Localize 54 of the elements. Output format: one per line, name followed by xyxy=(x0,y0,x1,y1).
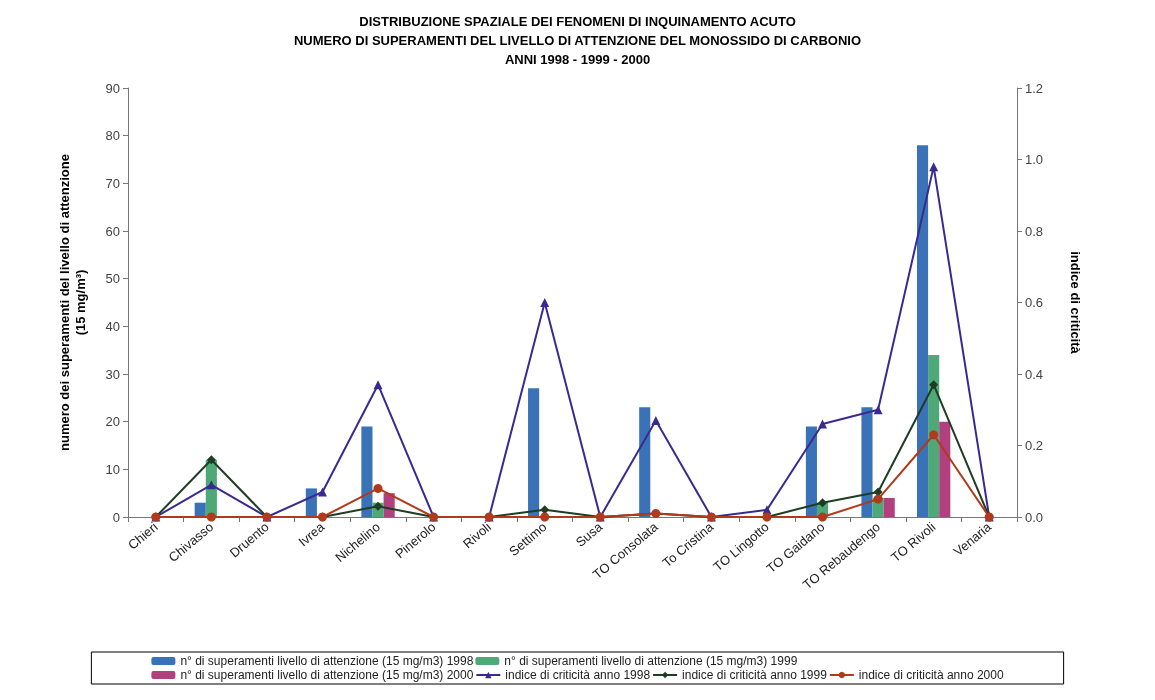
y-tick-label: 50 xyxy=(105,271,120,287)
y-tick-label: 60 xyxy=(105,223,120,239)
y2-tick-label: 0.4 xyxy=(1025,366,1044,382)
legend-label: n° di superamenti livello di attenzione (15 mg/m3) 1999 xyxy=(504,654,798,668)
y-axis-title: numero dei superamenti del livello di attenzione (15 mg/m³) xyxy=(56,154,88,451)
x-tick-label: Susa xyxy=(572,518,606,550)
y-tick-label: 20 xyxy=(105,414,120,430)
y-tick-label: 70 xyxy=(105,175,120,191)
point xyxy=(206,512,216,522)
legend-label: n° di superamenti livello di attenzione (15 mg/m3) 2000 xyxy=(180,668,474,682)
point xyxy=(818,498,828,508)
y-tick-label: 10 xyxy=(105,461,120,477)
y-tick-label: 90 xyxy=(105,80,120,96)
point xyxy=(818,419,828,429)
point xyxy=(929,162,939,172)
bar xyxy=(194,502,206,517)
bar xyxy=(361,426,373,517)
legend-label: indice di criticità anno 2000 xyxy=(858,668,1004,682)
bar xyxy=(916,145,929,517)
y2-tick-label: 1.0 xyxy=(1025,152,1044,167)
bar xyxy=(928,354,940,517)
bar xyxy=(639,407,651,517)
bar xyxy=(883,497,895,517)
bar xyxy=(939,421,951,517)
point xyxy=(540,512,550,522)
chart-title: DISTRIBUZIONE SPAZIALE DEI FENOMENI DI INQUINAMENTO ACUTO xyxy=(359,14,796,29)
y2-tick-label: 0.8 xyxy=(1025,223,1044,239)
point xyxy=(540,298,550,307)
y-tick-label: 0 xyxy=(112,509,120,525)
point xyxy=(873,405,883,415)
y-tick-label: 40 xyxy=(105,318,120,334)
x-tick-label: Ivrea xyxy=(295,518,328,550)
legend-label: n° di superamenti livello di attenzione (15 mg/m3) 1998 xyxy=(180,654,474,668)
point xyxy=(929,380,939,390)
y-tick-label: 80 xyxy=(105,128,120,144)
point xyxy=(818,512,828,522)
bar xyxy=(528,388,540,517)
point xyxy=(373,380,383,390)
y-tick-label: 30 xyxy=(105,366,120,382)
legend-label: indice di criticità anno 1998 xyxy=(505,668,651,682)
y2-tick-label: 0.2 xyxy=(1025,438,1044,453)
y2-tick-label: 0.6 xyxy=(1025,295,1044,310)
point xyxy=(651,415,661,425)
chart-subtitle: NUMERO DI SUPERAMENTI DEL LIVELLO DI ATTENZIONE DEL MONOSSIDO DI CARBONIO ANNI 1998 - 1999 - 2000 xyxy=(293,33,862,67)
legend-label: indice di criticità anno 1999 xyxy=(682,668,828,682)
point xyxy=(206,455,216,465)
bar xyxy=(805,426,817,517)
y2-tick-label: 0.0 xyxy=(1025,509,1044,525)
point xyxy=(873,494,883,504)
bar xyxy=(861,407,873,517)
point xyxy=(373,483,383,493)
y2-tick-label: 1.2 xyxy=(1025,80,1044,96)
y2-axis-title: indice di criticità xyxy=(1067,251,1083,355)
point xyxy=(929,430,939,440)
